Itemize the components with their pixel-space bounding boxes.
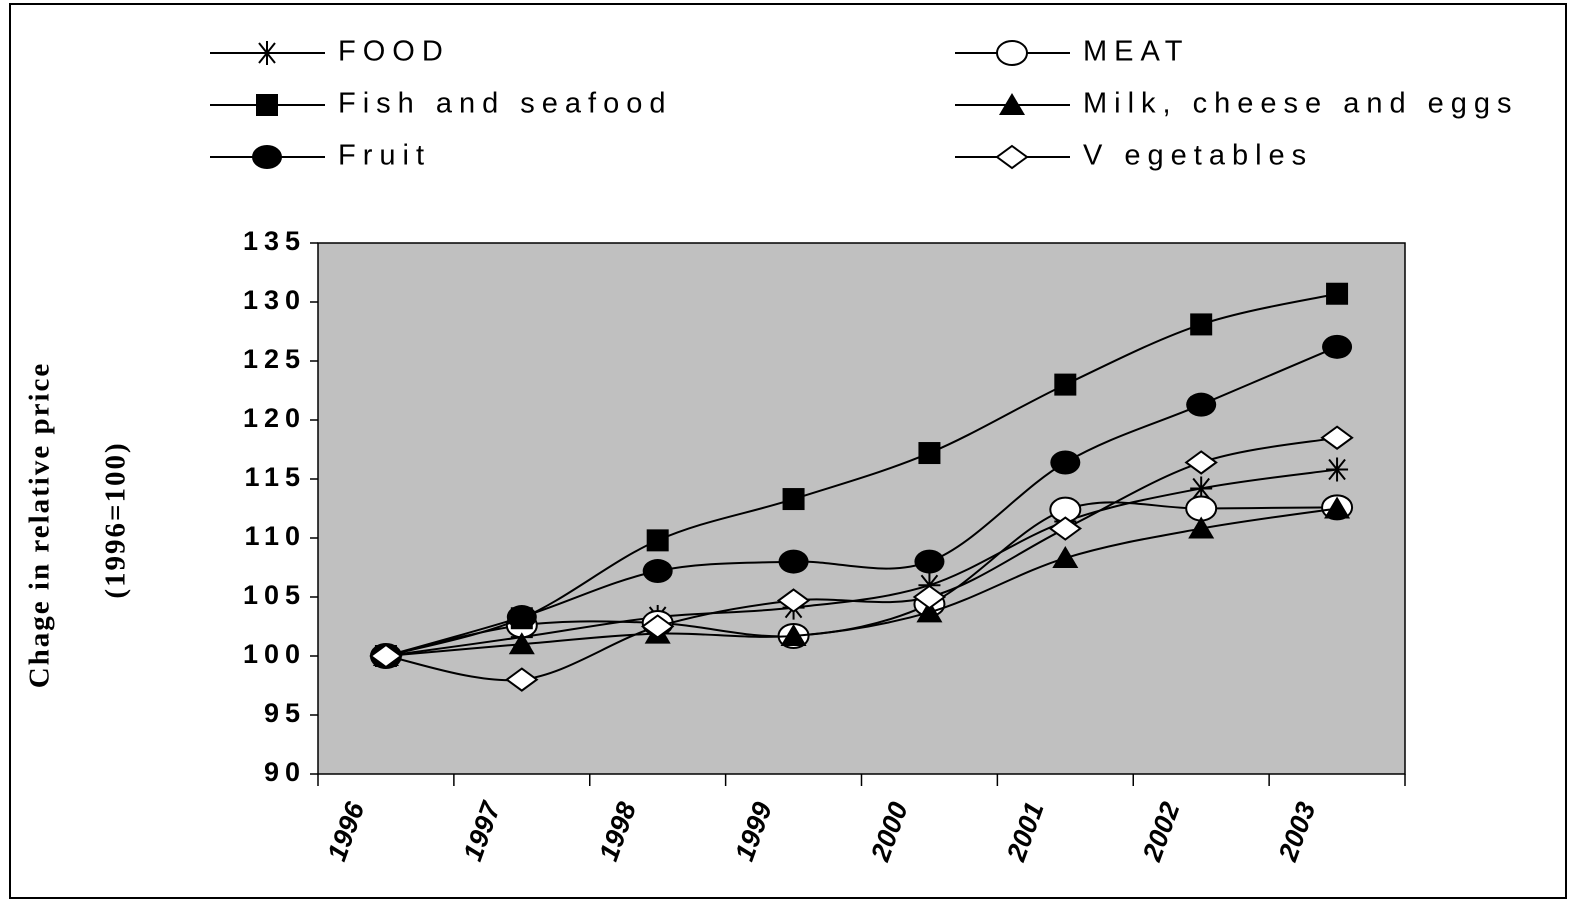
y-tick-label: 120 bbox=[243, 403, 306, 433]
data-point bbox=[505, 667, 539, 692]
data-point bbox=[1188, 516, 1215, 539]
legend-label: Fish and seafood bbox=[338, 88, 672, 120]
data-point bbox=[1048, 516, 1083, 541]
y-tick-label: 130 bbox=[243, 285, 306, 315]
y-axis-label: Chage in relative price bbox=[24, 362, 56, 689]
y-tick-label: 105 bbox=[243, 580, 306, 610]
series-line bbox=[385, 436, 1338, 682]
x-tick-label: 2003 bbox=[1272, 798, 1321, 866]
data-point bbox=[776, 588, 811, 613]
data-point bbox=[1322, 334, 1353, 359]
y-tick-label: 115 bbox=[244, 462, 306, 492]
x-tick-label: 1997 bbox=[457, 796, 506, 865]
y-axis-label: (1996=100) bbox=[100, 441, 132, 598]
data-point bbox=[1186, 392, 1217, 417]
frame bbox=[9, 3, 1567, 899]
data-point bbox=[782, 488, 805, 511]
data-point bbox=[1054, 373, 1077, 396]
x-tick-label: 2002 bbox=[1136, 798, 1185, 866]
data-point bbox=[1326, 457, 1349, 482]
data-point bbox=[1324, 496, 1351, 519]
data-point bbox=[646, 529, 669, 552]
x-tick-label: 1999 bbox=[729, 798, 778, 865]
series-line bbox=[385, 292, 1338, 657]
legend-marker bbox=[995, 144, 1029, 170]
data-point bbox=[912, 584, 947, 610]
data-point bbox=[914, 549, 945, 574]
data-point bbox=[1190, 476, 1213, 501]
data-point bbox=[1326, 282, 1349, 305]
x-tick-label: 1998 bbox=[593, 798, 642, 865]
data-point bbox=[369, 643, 403, 669]
y-tick-label: 125 bbox=[243, 344, 306, 374]
data-point bbox=[1050, 450, 1081, 475]
data-point bbox=[640, 614, 675, 639]
data-point bbox=[642, 559, 673, 584]
series-line bbox=[385, 501, 1338, 657]
data-point bbox=[780, 623, 807, 646]
legend-label: MEAT bbox=[1083, 36, 1189, 68]
x-tick-label: 1996 bbox=[322, 797, 371, 865]
legend-marker bbox=[996, 40, 1028, 66]
data-point bbox=[1184, 450, 1218, 475]
data-point bbox=[778, 549, 809, 574]
data-point bbox=[1052, 546, 1079, 569]
series-line bbox=[385, 507, 1338, 657]
legend-marker bbox=[256, 41, 278, 65]
legend-label: Milk, cheese and eggs bbox=[1083, 88, 1519, 120]
data-point bbox=[1320, 425, 1354, 450]
legend-marker bbox=[252, 145, 282, 169]
y-tick-label: 100 bbox=[243, 639, 306, 669]
legend-label: V egetables bbox=[1083, 140, 1313, 172]
x-tick-label: 2001 bbox=[1001, 798, 1050, 866]
data-point bbox=[1190, 313, 1213, 336]
data-point bbox=[916, 600, 943, 623]
data-point bbox=[508, 632, 535, 655]
y-tick-label: 135 bbox=[243, 226, 306, 256]
y-tick-label: 90 bbox=[264, 757, 306, 787]
legend-label: FOOD bbox=[338, 36, 450, 68]
legend-marker bbox=[999, 93, 1025, 115]
y-tick-label: 110 bbox=[244, 521, 306, 551]
series-line bbox=[385, 468, 1338, 657]
data-point bbox=[506, 605, 537, 630]
legend-label: Fruit bbox=[338, 140, 431, 172]
y-tick-label: 95 bbox=[264, 698, 306, 728]
x-tick-label: 2000 bbox=[865, 798, 914, 866]
legend-marker bbox=[256, 94, 278, 116]
data-point bbox=[918, 442, 941, 465]
